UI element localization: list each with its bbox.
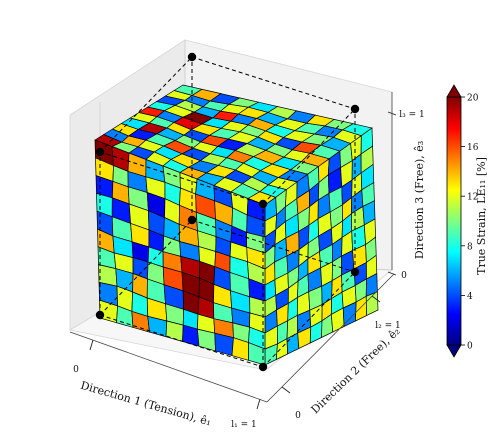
y-axis-label: Direction 2 (Free), ê₂ [308, 325, 402, 417]
reference-corner-point [258, 362, 268, 372]
reference-edge [191, 56, 356, 110]
y-tick-label-1: l₂ = 1 [375, 321, 400, 331]
x-tick [89, 339, 94, 351]
reference-corner-point [350, 267, 360, 277]
side-face [264, 127, 379, 366]
y-tick [371, 295, 381, 303]
colorbar: 0 4 8 12 16 20 [446, 84, 479, 358]
reference-edge [99, 151, 264, 205]
reference-corner-point [95, 147, 105, 157]
reference-corner-point [350, 104, 360, 114]
reference-corner-point [187, 215, 197, 225]
colorbar-extend-max-arrow [446, 84, 462, 98]
z-tick-label-1: l₃ = 1 [399, 110, 424, 120]
colorbar-tick-label: 20 [467, 94, 479, 104]
colorbar-gradient [446, 96, 462, 346]
reference-edge [262, 108, 356, 205]
reference-corner-point [258, 199, 268, 209]
reference-edge [262, 271, 356, 368]
colorbar-tick-label: 12 [467, 193, 478, 203]
front-face [94, 139, 266, 366]
x-tick [256, 398, 261, 410]
colorbar-label: True Strain, LE₁₁ [%] [475, 157, 488, 275]
reference-edge [99, 219, 193, 316]
colorbar-tick-label: 16 [467, 143, 479, 153]
reference-edge [99, 314, 264, 368]
reference-edge [191, 219, 356, 273]
reference-frame [95, 52, 360, 372]
axis-ticks [69, 92, 397, 410]
x-tick-label-0: 0 [73, 365, 79, 375]
colorbar-tick-label: 0 [467, 342, 473, 352]
strain-mesh-cube [94, 84, 379, 366]
x-axis-label: Direction 1 (Tension), ê₁ [79, 379, 213, 429]
reference-corner-point [95, 310, 105, 320]
colorbar-tick-label: 8 [467, 242, 473, 252]
z-tick [387, 271, 397, 276]
reference-edge [99, 56, 193, 153]
side-cell [365, 291, 379, 317]
x-tick-label-1: l₁ = 1 [231, 420, 256, 430]
y-axis-line [266, 273, 395, 403]
colorbar-tick-label: 4 [467, 292, 473, 302]
reference-corner-point [187, 52, 197, 62]
z-tick [387, 111, 397, 116]
colorbar-extend-min-arrow [446, 344, 462, 358]
y-tick [281, 386, 291, 394]
y-tick-label-0: 0 [295, 411, 301, 421]
z-tick-label-0: 0 [401, 271, 407, 281]
z-axis-label: Direction 3 (Free), ê₃ [413, 141, 426, 259]
x-axis-line [69, 331, 268, 403]
top-face [94, 84, 373, 206]
